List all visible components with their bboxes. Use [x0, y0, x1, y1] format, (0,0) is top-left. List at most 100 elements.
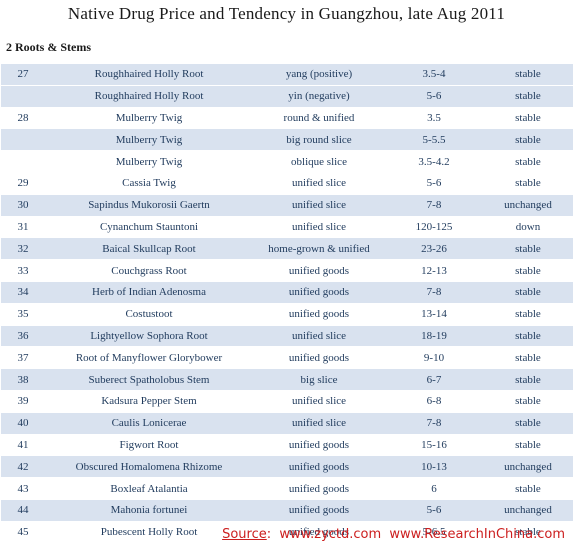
specification-cell: yin (negative): [253, 85, 385, 108]
specification-cell: unified goods: [253, 259, 385, 282]
price-cell: 5-6.5: [385, 521, 483, 544]
specification-cell: home-grown & unified: [253, 237, 385, 261]
price-cell: 5-6: [385, 172, 483, 195]
row-number-cell: 40: [1, 412, 45, 435]
drug-name-cell: Obscured Homalomena Rhizome: [45, 455, 253, 479]
price-cell: 5-6: [385, 85, 483, 108]
trend-cell: unchanged: [483, 455, 573, 479]
price-cell: 3.5-4: [385, 64, 483, 86]
price-cell: 6-8: [385, 390, 483, 413]
drug-name-cell: Costustoot: [45, 303, 253, 326]
row-number-cell: 35: [1, 303, 45, 326]
table-row: 28 Mulberry Twig round & unified 3.5 stable: [1, 107, 573, 130]
table-row: Roughhaired Holly Root yin (negative) 5-6 s…: [1, 85, 573, 108]
table-row: 35 Costustoot unified goods 13-14 stable: [1, 303, 573, 326]
trend-cell: stable: [483, 477, 573, 500]
specification-cell: unified slice: [253, 412, 385, 435]
price-cell: 18-19: [385, 325, 483, 348]
drug-name-cell: Mulberry Twig: [45, 107, 253, 130]
specification-cell: round & unified: [253, 107, 385, 130]
specification-cell: unified slice: [253, 325, 385, 348]
table-row: 31 Cynanchum Stauntoni unified slice 120-12…: [1, 216, 573, 239]
specification-cell: unified goods: [253, 477, 385, 500]
source-label: Source: [222, 527, 267, 542]
row-number-cell: 43: [1, 477, 45, 500]
drug-name-cell: Roughhaired Holly Root: [45, 64, 253, 86]
trend-cell: stable: [483, 281, 573, 304]
table-row: 40 Caulis Lonicerae unified slice 7-8 stable: [1, 412, 573, 435]
trend-cell: stable: [483, 434, 573, 457]
price-table-body: 27 Roughhaired Holly Root yang (positive) 3…: [1, 64, 573, 544]
table-row: 29 Cassia Twig unified slice 5-6 stable: [1, 172, 573, 195]
trend-cell: stable: [483, 128, 573, 152]
row-number-cell: 45: [1, 521, 45, 544]
table-row: 42 Obscured Homalomena Rhizome unified goo…: [1, 455, 573, 479]
drug-name-cell: Cynanchum Stauntoni: [45, 216, 253, 239]
trend-cell: stable: [483, 150, 573, 173]
price-cell: 7-8: [385, 194, 483, 217]
drug-name-cell: Caulis Lonicerae: [45, 412, 253, 435]
row-number-cell: 38: [1, 368, 45, 391]
row-number-cell: 32: [1, 237, 45, 261]
trend-cell: unchanged: [483, 499, 573, 522]
trend-cell: stable: [483, 390, 573, 413]
trend-cell: stable: [483, 368, 573, 391]
table-row: 36 Lightyellow Sophora Root unified slice 1…: [1, 325, 573, 348]
specification-cell: unified goods: [253, 346, 385, 370]
trend-cell: stable: [483, 107, 573, 130]
price-cell: 6: [385, 477, 483, 500]
specification-cell: oblique slice: [253, 150, 385, 173]
price-cell: 3.5-4.2: [385, 150, 483, 173]
specification-cell: unified slice: [253, 194, 385, 217]
price-cell: 7-8: [385, 281, 483, 304]
price-cell: 6-7: [385, 368, 483, 391]
drug-name-cell: Cassia Twig: [45, 172, 253, 195]
table-row: 30 Sapindus Mukorosii Gaertn unified slice…: [1, 194, 573, 217]
specification-cell: unified goods: [253, 281, 385, 304]
drug-name-cell: Kadsura Pepper Stem: [45, 390, 253, 413]
table-row: 45 Pubescent Holly Root unified goods 5-6.5…: [1, 521, 573, 544]
price-cell: 5-5.5: [385, 128, 483, 152]
trend-cell: stable: [483, 85, 573, 108]
drug-name-cell: Suberect Spatholobus Stem: [45, 368, 253, 391]
specification-cell: unified goods: [253, 455, 385, 479]
drug-name-cell: Pubescent Holly Root: [45, 521, 253, 544]
table-row: 37 Root of Manyflower Glorybower unified g…: [1, 346, 573, 370]
row-number-cell: 31: [1, 216, 45, 239]
page-title: Native Drug Price and Tendency in Guangz…: [67, 4, 506, 23]
row-number-cell: [1, 150, 45, 173]
drug-name-cell: Sapindus Mukorosii Gaertn: [45, 194, 253, 217]
drug-name-cell: Boxleaf Atalantia: [45, 477, 253, 500]
trend-cell: stable: [483, 172, 573, 195]
row-number-cell: 28: [1, 107, 45, 130]
table-row: Mulberry Twig big round slice 5-5.5 stable: [1, 128, 573, 152]
drug-name-cell: Couchgrass Root: [45, 259, 253, 282]
trend-cell: stable: [483, 346, 573, 370]
specification-cell: unified goods: [253, 434, 385, 457]
table-row: 34 Herb of Indian Adenosma unified goods 7-…: [1, 281, 573, 304]
table-row: 33 Couchgrass Root unified goods 12-13 stabl…: [1, 259, 573, 282]
row-number-cell: [1, 128, 45, 152]
price-cell: 10-13: [385, 455, 483, 479]
trend-cell: unchanged: [483, 194, 573, 217]
trend-cell: down: [483, 216, 573, 239]
trend-cell: stable: [483, 259, 573, 282]
table-row: 32 Baical Skullcap Root home-grown & unifi…: [1, 237, 573, 261]
price-cell: 3.5: [385, 107, 483, 130]
source-site-zyctd: www.zyctd.com: [279, 527, 382, 542]
drug-name-cell: Herb of Indian Adenosma: [45, 281, 253, 304]
table-row: 39 Kadsura Pepper Stem unified slice 6-8 sta…: [1, 390, 573, 413]
price-cell: 15-16: [385, 434, 483, 457]
trend-cell: stable: [483, 64, 573, 86]
row-number-cell: 42: [1, 455, 45, 479]
row-number-cell: 39: [1, 390, 45, 413]
trend-cell: stable: [483, 412, 573, 435]
specification-cell: big round slice: [253, 128, 385, 152]
row-number-cell: 36: [1, 325, 45, 348]
section-heading: 2 Roots & Stems: [6, 40, 91, 54]
price-cell: 23-26: [385, 237, 483, 261]
drug-name-cell: Root of Manyflower Glorybower: [45, 346, 253, 370]
drug-name-cell: Figwort Root: [45, 434, 253, 457]
table-row: 27 Roughhaired Holly Root yang (positive) 3…: [1, 64, 573, 86]
source-separator: :: [266, 527, 272, 542]
